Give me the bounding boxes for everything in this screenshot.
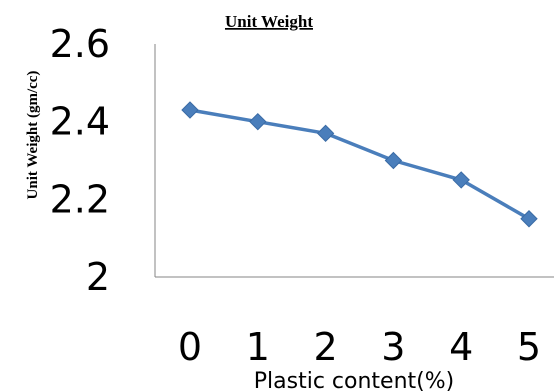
x-tick-label: 4 [449,325,473,369]
data-point-marker [316,124,335,143]
x-axis-label: Plastic content(%) [254,369,454,392]
series-group [181,101,538,228]
data-point-marker [384,151,403,170]
y-tick-label: 2.4 [50,100,110,144]
data-point-marker [452,171,470,189]
data-point-marker [520,210,538,228]
x-tick-label: 1 [246,325,270,369]
y-tick-labels: 2 2.2 2.4 2.6 [50,22,110,299]
data-point-marker [181,101,199,119]
data-point-marker [249,112,267,131]
x-tick-label: 0 [178,325,202,369]
y-axis-label: Unit Weight (gm/cc) [25,71,41,200]
y-tick-label: 2 [86,255,110,299]
x-tick-label: 2 [314,325,338,369]
y-tick-label: 2.6 [50,22,110,66]
x-tick-label: 5 [517,325,541,369]
chart-title: Unit Weight [225,12,313,31]
y-tick-label: 2.2 [50,177,110,221]
x-tick-label: 3 [381,325,405,369]
series-line [189,108,530,221]
